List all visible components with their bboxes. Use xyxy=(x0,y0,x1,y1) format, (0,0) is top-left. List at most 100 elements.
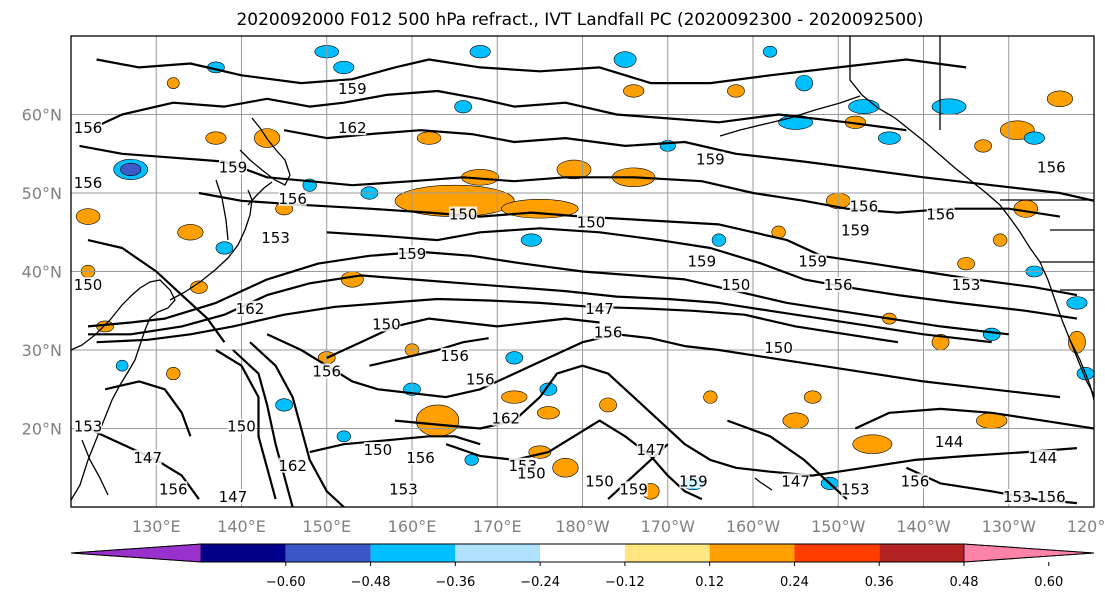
contour-label-bg xyxy=(1028,449,1057,465)
colorbar-outline xyxy=(70,543,1095,563)
contour-line-10 xyxy=(232,349,294,507)
pc-anomaly-patch-18 xyxy=(552,458,579,478)
asia-coastline xyxy=(71,279,176,501)
contour-label-bg xyxy=(491,410,520,426)
contour-label-bg xyxy=(721,277,750,293)
pc-anomaly-patch-30 xyxy=(623,84,645,98)
kamchatka-coastline xyxy=(239,117,291,186)
map-frame xyxy=(70,35,1095,508)
colorbar: −0.60 −0.48 −0.36 −0.24 −0.12 0.12 0.24 0.36 0.4… xyxy=(70,543,1095,590)
contour-label-bg xyxy=(363,442,392,458)
colorbar-tick-label: 0.12 xyxy=(695,575,724,590)
contour-line-14 xyxy=(369,337,489,367)
pc-anomaly-patch-44 xyxy=(167,77,180,89)
lon-label: 160°E xyxy=(388,517,437,536)
lon-label: 130°E xyxy=(132,517,181,536)
lon-label: 170°E xyxy=(473,517,522,536)
philippines-coastline xyxy=(81,439,109,496)
contour-label-bg xyxy=(900,473,929,489)
contour-label-bg xyxy=(577,214,606,230)
lon-label: 150°W xyxy=(811,517,866,536)
latitude-labels: 60°N 50°N 40°N 30°N 20°N xyxy=(22,106,62,439)
contour-label-36: 153 xyxy=(389,480,418,498)
contour-label-47: 147 xyxy=(219,488,248,506)
contour-label-26: 156 xyxy=(440,347,469,365)
contour-label-bg xyxy=(372,316,401,332)
contour-line-13 xyxy=(326,317,600,359)
pc-anomaly-patch-34 xyxy=(957,257,975,271)
contour-label-bg xyxy=(517,465,546,481)
contour-line-6 xyxy=(87,250,1009,336)
contour-line-2 xyxy=(283,129,1094,202)
pc-anomaly-patch-78 xyxy=(762,45,778,58)
contour-label-9: 159 xyxy=(696,151,725,169)
contour-line-16 xyxy=(445,419,703,501)
pc-anomaly-patch-35 xyxy=(599,397,617,413)
aleutian-islands xyxy=(719,95,861,137)
contour-label-bg xyxy=(236,300,265,316)
alaska-coastline xyxy=(849,36,1041,263)
contour-label-bg xyxy=(585,473,614,489)
pc-anomaly-patch-72 xyxy=(982,327,1001,341)
colorbar-extend-high xyxy=(963,543,1095,563)
map-panel: 159 156 162 159 156 156 153 150 150 159 156 159 156 1… xyxy=(70,35,1095,508)
hawaii-islands xyxy=(754,477,773,491)
contour-label-48: 150 xyxy=(585,472,614,490)
colorbar-tick-label: −0.24 xyxy=(520,575,560,590)
contour-line-8 xyxy=(96,297,899,344)
contour-label-44: 156 xyxy=(1037,488,1066,506)
contour-label-46: 156 xyxy=(159,480,188,498)
figure-title: 2020092000 F012 500 hPa refract., IVT La… xyxy=(236,10,923,30)
colorbar-tick-label: −0.36 xyxy=(435,575,475,590)
contour-label-1: 156 xyxy=(74,119,103,137)
pc-anomaly-patch-64 xyxy=(505,351,524,365)
contour-label-15: 150 xyxy=(74,276,103,294)
contour-label-bg xyxy=(594,324,623,340)
contour-label-bg xyxy=(133,449,162,465)
lat-label: 20°N xyxy=(22,420,62,439)
pc-anomaly-patch-37 xyxy=(190,280,208,294)
contour-label-42: 144 xyxy=(1029,449,1058,467)
contour-label-bg xyxy=(781,473,810,489)
pc-anomaly-patch-7 xyxy=(556,159,592,180)
colorbar-tick-label: −0.60 xyxy=(266,575,306,590)
pc-anomaly-patch-27 xyxy=(1046,90,1073,107)
longitude-labels: 130°E 140°E 150°E 160°E 170°E 180°W 170°W 160°W… xyxy=(132,517,1105,536)
lat-label: 30°N xyxy=(22,341,62,360)
pc-anomaly-patch-5 xyxy=(415,404,460,437)
contour-line-1 xyxy=(87,89,907,132)
contour-label-13: 159 xyxy=(688,253,717,271)
contour-label-43: 153 xyxy=(1003,488,1032,506)
contour-label-28: 150 xyxy=(227,418,256,436)
pc-anomaly-patch-20 xyxy=(177,224,204,241)
pc-anomaly-patch-12 xyxy=(852,434,893,454)
contour-label-3: 159 xyxy=(219,158,248,176)
contour-label-bg xyxy=(687,253,716,269)
contour-label-7: 150 xyxy=(449,206,478,224)
contour-label-bg xyxy=(338,80,367,96)
lon-label: 150°E xyxy=(302,517,351,536)
contour-label-37: 147 xyxy=(636,441,665,459)
contour-label-4: 156 xyxy=(74,174,103,192)
contour-label-0: 159 xyxy=(338,80,367,98)
contour-label-bg xyxy=(841,222,870,238)
contour-label-8: 150 xyxy=(577,213,606,231)
pc-anomaly-patch-69 xyxy=(454,100,472,114)
contour-label-bg xyxy=(849,198,878,214)
pc-anomaly-patch-59 xyxy=(1066,296,1088,310)
contour-label-bg xyxy=(841,481,870,497)
contour-label-bg xyxy=(952,277,981,293)
colorbar-segment-4 xyxy=(455,544,541,562)
colorbar-segment-5 xyxy=(540,544,625,562)
colorbar-segment-8 xyxy=(794,544,880,562)
contour-labels: 159 156 162 159 156 156 153 150 150 159 156 159 156 1… xyxy=(74,80,1066,506)
contour-label-39: 153 xyxy=(841,480,870,498)
pc-anomaly-patch-80 xyxy=(336,430,351,443)
pc-anomaly-patch-81 xyxy=(464,454,479,466)
pc-anomaly-patch-42 xyxy=(993,233,1008,247)
contour-label-50: 159 xyxy=(679,472,708,490)
pc-anomaly-patch-23 xyxy=(416,131,442,145)
pc-anomaly-patch-38 xyxy=(166,366,181,381)
pc-anomaly-patch-55 xyxy=(469,45,491,59)
